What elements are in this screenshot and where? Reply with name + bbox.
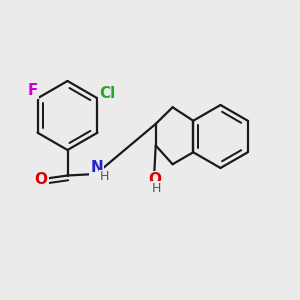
Text: N: N [90,160,103,175]
Text: O: O [148,172,161,187]
Text: O: O [34,172,48,188]
Text: F: F [27,82,38,98]
Text: H: H [152,182,161,195]
Text: H: H [100,170,109,184]
Text: Cl: Cl [99,86,116,101]
